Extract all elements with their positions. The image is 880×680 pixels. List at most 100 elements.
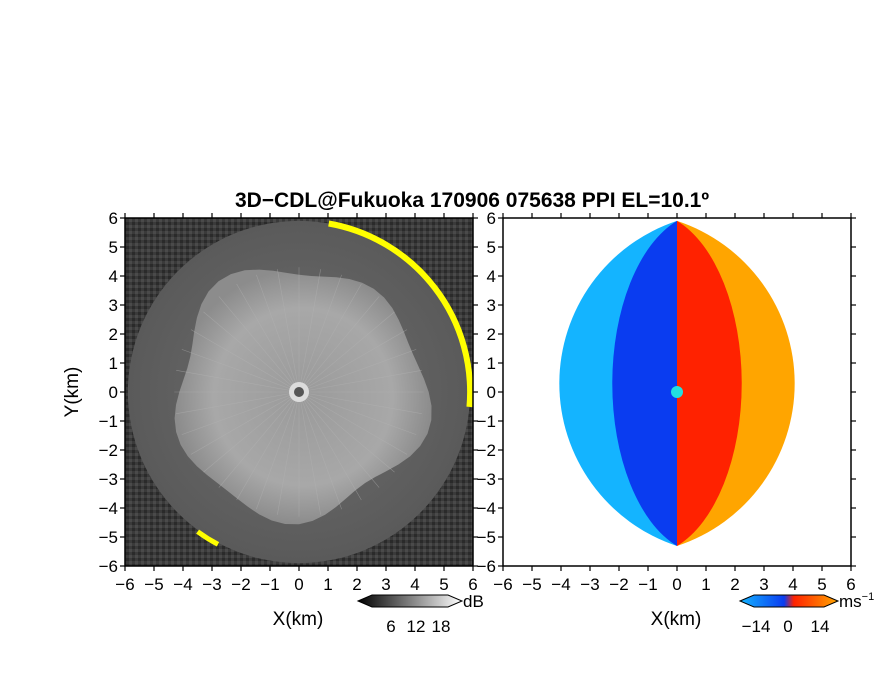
radial-spoke — [181, 391, 300, 435]
high-echo-arc — [328, 220, 473, 408]
receding-core — [677, 220, 742, 546]
radial-spoke — [298, 391, 417, 435]
y-tick-label: −2 — [477, 441, 496, 460]
radial-spoke — [298, 283, 362, 393]
radial-spoke — [190, 391, 300, 455]
x-tick-label: −6 — [115, 575, 134, 594]
x-tick-label: 6 — [846, 575, 855, 594]
y-tick-label: −5 — [477, 528, 496, 547]
velocity-panel: −6 −5 −4 −3 −2 −1 0 1 2 3 4 5 6 −6 −5 −4 −3 −2 −1 0 1 2 3 4 5 6 — [477, 209, 856, 594]
x-tick-label: 0 — [294, 575, 303, 594]
x-tick-label: −1 — [260, 575, 279, 594]
x-tick-label: 3 — [381, 575, 390, 594]
y-tick-label: −6 — [477, 557, 496, 576]
db-tick-6: 6 — [386, 617, 395, 636]
radial-spoke — [277, 391, 300, 515]
radial-spoke — [298, 296, 380, 393]
y-axis-label: Y(km) — [62, 367, 83, 418]
y-tick-label: 2 — [109, 325, 118, 344]
y-tick-label: −1 — [99, 412, 118, 431]
radial-spoke — [256, 274, 300, 393]
x-tick-label: −6 — [493, 575, 512, 594]
y-tick-label: 6 — [487, 209, 496, 228]
y-tick-label: −2 — [99, 441, 118, 460]
y-tick-label: 2 — [487, 325, 496, 344]
radial-spoke — [298, 391, 395, 473]
x-tick-label: −2 — [231, 575, 250, 594]
radial-spoke — [203, 311, 300, 393]
x-tick-label: −4 — [173, 575, 192, 594]
y-tick-label: 4 — [109, 267, 118, 286]
radial-spoke — [236, 283, 300, 393]
approaching-core — [612, 220, 677, 546]
x-tick-label: −5 — [144, 575, 163, 594]
radar-center — [294, 387, 304, 397]
y-tick-label: 5 — [109, 238, 118, 257]
db-unit: dB — [463, 592, 484, 611]
y-tick-label: −3 — [477, 470, 496, 489]
y-tick-label: −4 — [99, 499, 118, 518]
reflectivity-panel: −6 −5 −4 −3 −2 −1 0 1 2 3 4 5 6 −6 −5 −4 −3 −2 −1 0 1 2 3 4 5 6 — [99, 209, 478, 594]
radial-spoke — [218, 391, 300, 488]
db-tick-18: 18 — [432, 617, 451, 636]
velocity-colorbar: −14 0 14 ms−1 — [738, 591, 875, 636]
x-tick-label: −3 — [202, 575, 221, 594]
y-tick-label: −5 — [99, 528, 118, 547]
radial-spoke — [203, 391, 300, 473]
radial-spoke — [181, 349, 300, 393]
vel-tick-14: 14 — [811, 617, 830, 636]
radial-spoke — [298, 391, 408, 455]
y-tick-label: −3 — [99, 470, 118, 489]
y-tick-label: 4 — [487, 267, 496, 286]
x-tick-label: −5 — [522, 575, 541, 594]
vel-tick-0: 0 — [783, 617, 792, 636]
y-tick-label: −1 — [477, 412, 496, 431]
radial-spoke — [298, 391, 362, 501]
y-tick-label: 0 — [109, 383, 118, 402]
y-tick-label: −6 — [99, 557, 118, 576]
x-axis-label-right: X(km) — [651, 609, 702, 630]
radial-spoke — [298, 391, 422, 414]
x-tick-label: 5 — [439, 575, 448, 594]
radial-spoke — [298, 269, 321, 393]
x-tick-label: −4 — [551, 575, 570, 594]
y-tick-label: 1 — [109, 354, 118, 373]
x-tick-label: 2 — [730, 575, 739, 594]
x-tick-label: −1 — [638, 575, 657, 594]
radial-spoke — [298, 391, 342, 510]
radial-spoke — [176, 370, 300, 393]
vel-tick-neg14: −14 — [742, 617, 771, 636]
radar-center — [671, 386, 683, 398]
x-tick-label: 5 — [817, 575, 826, 594]
chart-title: 3D−CDL@Fukuoka 170906 075638 PPI EL=10.1… — [235, 189, 709, 212]
x-tick-label: −3 — [580, 575, 599, 594]
reflectivity-image — [125, 218, 473, 566]
radial-spoke — [298, 311, 395, 393]
y-tick-label: 3 — [109, 296, 118, 315]
vel-unit-base: ms — [839, 592, 862, 611]
x-axis-label-left: X(km) — [273, 609, 324, 630]
y-tick-label: 0 — [487, 383, 496, 402]
high-echo-segment — [196, 529, 220, 547]
vel-unit-exponent: −1 — [862, 591, 875, 603]
x-tick-label: 6 — [468, 575, 477, 594]
radial-spoke — [190, 329, 300, 393]
velocity-image — [503, 218, 851, 566]
radial-spoke — [298, 274, 342, 393]
radial-spoke — [298, 391, 321, 515]
x-tick-label: 0 — [672, 575, 681, 594]
radial-spoke — [218, 296, 300, 393]
x-tick-label: −2 — [609, 575, 628, 594]
y-tick-label: −4 — [477, 499, 496, 518]
db-tick-12: 12 — [407, 617, 426, 636]
y-tick-label: 6 — [109, 209, 118, 228]
radial-spoke — [298, 370, 422, 393]
radial-spoke — [256, 391, 300, 510]
x-tick-label: 2 — [352, 575, 361, 594]
db-colorbar: 6 12 18 dB — [356, 592, 484, 636]
radial-spoke — [298, 329, 408, 393]
x-tick-label: 3 — [759, 575, 768, 594]
y-tick-label: 3 — [487, 296, 496, 315]
x-tick-label: 1 — [701, 575, 710, 594]
